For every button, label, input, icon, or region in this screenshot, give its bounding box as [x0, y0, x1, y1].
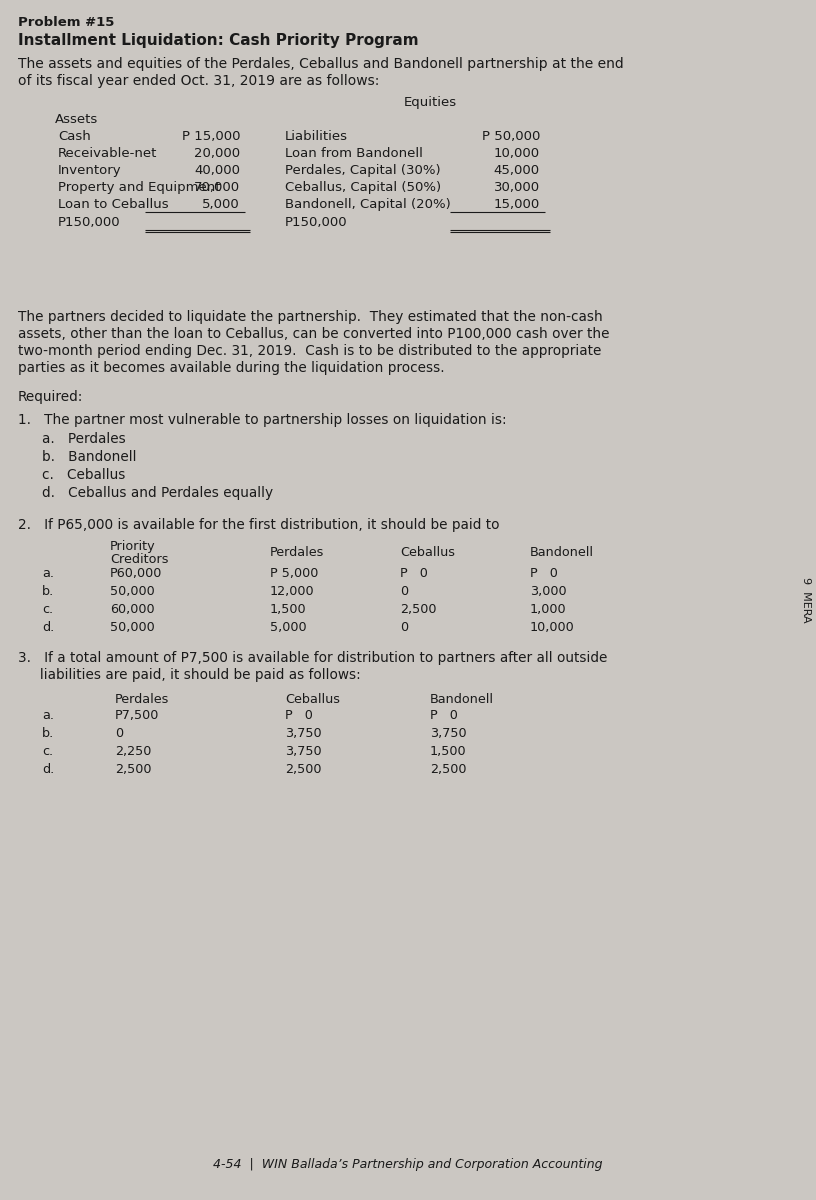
Text: 2,500: 2,500 [430, 763, 467, 776]
Text: Bandonell: Bandonell [430, 692, 494, 706]
Text: 1,500: 1,500 [430, 745, 467, 758]
Text: P150,000: P150,000 [285, 216, 348, 229]
Text: The partners decided to liquidate the partnership.  They estimated that the non-: The partners decided to liquidate the pa… [18, 310, 603, 324]
Text: 2,500: 2,500 [285, 763, 322, 776]
Text: b.: b. [42, 727, 54, 740]
Text: P 50,000: P 50,000 [481, 130, 540, 143]
Text: 9  MERA: 9 MERA [801, 577, 811, 623]
Text: a.   Perdales: a. Perdales [42, 432, 126, 446]
Text: 50,000: 50,000 [110, 622, 155, 634]
Text: 10,000: 10,000 [530, 622, 574, 634]
Text: d.: d. [42, 622, 54, 634]
Text: 3,000: 3,000 [530, 584, 566, 598]
Text: 0: 0 [115, 727, 123, 740]
Text: 12,000: 12,000 [270, 584, 315, 598]
Text: liabilities are paid, it should be paid as follows:: liabilities are paid, it should be paid … [18, 668, 361, 682]
Text: P 15,000: P 15,000 [181, 130, 240, 143]
Text: Inventory: Inventory [58, 164, 122, 176]
Text: Ceballus, Capital (50%): Ceballus, Capital (50%) [285, 181, 441, 194]
Text: Bandonell, Capital (20%): Bandonell, Capital (20%) [285, 198, 450, 211]
Text: Property and Equipment: Property and Equipment [58, 181, 220, 194]
Text: Priority: Priority [110, 540, 156, 553]
Text: b.   Bandonell: b. Bandonell [42, 450, 136, 464]
Text: Loan to Ceballus: Loan to Ceballus [58, 198, 169, 211]
Text: 4-54  |  WIN Ballada’s Partnership and Corporation Accounting: 4-54 | WIN Ballada’s Partnership and Cor… [213, 1158, 603, 1171]
Text: two-month period ending Dec. 31, 2019.  Cash is to be distributed to the appropr: two-month period ending Dec. 31, 2019. C… [18, 344, 601, 358]
Text: d.: d. [42, 763, 54, 776]
Text: a.: a. [42, 709, 54, 722]
Text: Receivable-net: Receivable-net [58, 146, 157, 160]
Text: 60,000: 60,000 [110, 602, 154, 616]
Text: 0: 0 [400, 584, 408, 598]
Text: d.   Ceballus and Perdales equally: d. Ceballus and Perdales equally [42, 486, 273, 500]
Text: 2,250: 2,250 [115, 745, 152, 758]
Text: P   0: P 0 [400, 566, 428, 580]
Text: Perdales, Capital (30%): Perdales, Capital (30%) [285, 164, 441, 176]
Text: c.   Ceballus: c. Ceballus [42, 468, 126, 482]
Text: 70,000: 70,000 [194, 181, 240, 194]
Text: c.: c. [42, 602, 53, 616]
Text: 3,750: 3,750 [430, 727, 467, 740]
Text: Perdales: Perdales [270, 546, 325, 559]
Text: P 5,000: P 5,000 [270, 566, 318, 580]
Text: 3,750: 3,750 [285, 745, 322, 758]
Text: Required:: Required: [18, 390, 83, 404]
Text: 2,500: 2,500 [400, 602, 437, 616]
Text: Creditors: Creditors [110, 553, 168, 566]
Text: Ceballus: Ceballus [285, 692, 340, 706]
Text: 50,000: 50,000 [110, 584, 155, 598]
Text: 2.   If P65,000 is available for the first distribution, it should be paid to: 2. If P65,000 is available for the first… [18, 518, 499, 532]
Text: 1,500: 1,500 [270, 602, 307, 616]
Text: 0: 0 [400, 622, 408, 634]
Text: P   0: P 0 [430, 709, 458, 722]
Text: 1.   The partner most vulnerable to partnership losses on liquidation is:: 1. The partner most vulnerable to partne… [18, 413, 507, 427]
Text: The assets and equities of the Perdales, Ceballus and Bandonell partnership at t: The assets and equities of the Perdales,… [18, 56, 623, 71]
Text: P60,000: P60,000 [110, 566, 162, 580]
Text: 5,000: 5,000 [270, 622, 307, 634]
Text: Bandonell: Bandonell [530, 546, 594, 559]
Text: 20,000: 20,000 [194, 146, 240, 160]
Text: 1,000: 1,000 [530, 602, 566, 616]
Text: 45,000: 45,000 [494, 164, 540, 176]
Text: Ceballus: Ceballus [400, 546, 455, 559]
Text: b.: b. [42, 584, 54, 598]
Text: Equities: Equities [403, 96, 457, 109]
Text: 3,750: 3,750 [285, 727, 322, 740]
Text: c.: c. [42, 745, 53, 758]
Text: P7,500: P7,500 [115, 709, 159, 722]
Text: 15,000: 15,000 [494, 198, 540, 211]
Text: 30,000: 30,000 [494, 181, 540, 194]
Text: Problem #15: Problem #15 [18, 16, 114, 29]
Text: a.: a. [42, 566, 54, 580]
Text: 5,000: 5,000 [202, 198, 240, 211]
Text: Liabilities: Liabilities [285, 130, 348, 143]
Text: Perdales: Perdales [115, 692, 170, 706]
Text: 2,500: 2,500 [115, 763, 152, 776]
Text: P   0: P 0 [530, 566, 558, 580]
Text: P150,000: P150,000 [58, 216, 121, 229]
Text: P   0: P 0 [285, 709, 313, 722]
Text: 3.   If a total amount of P7,500 is available for distribution to partners after: 3. If a total amount of P7,500 is availa… [18, 650, 607, 665]
Text: Assets: Assets [55, 113, 98, 126]
Text: Loan from Bandonell: Loan from Bandonell [285, 146, 423, 160]
Text: 10,000: 10,000 [494, 146, 540, 160]
Text: Installment Liquidation: Cash Priority Program: Installment Liquidation: Cash Priority P… [18, 32, 419, 48]
Text: 40,000: 40,000 [194, 164, 240, 176]
Text: parties as it becomes available during the liquidation process.: parties as it becomes available during t… [18, 361, 445, 374]
Text: of its fiscal year ended Oct. 31, 2019 are as follows:: of its fiscal year ended Oct. 31, 2019 a… [18, 74, 379, 88]
Text: Cash: Cash [58, 130, 91, 143]
Text: assets, other than the loan to Ceballus, can be converted into P100,000 cash ove: assets, other than the loan to Ceballus,… [18, 326, 610, 341]
